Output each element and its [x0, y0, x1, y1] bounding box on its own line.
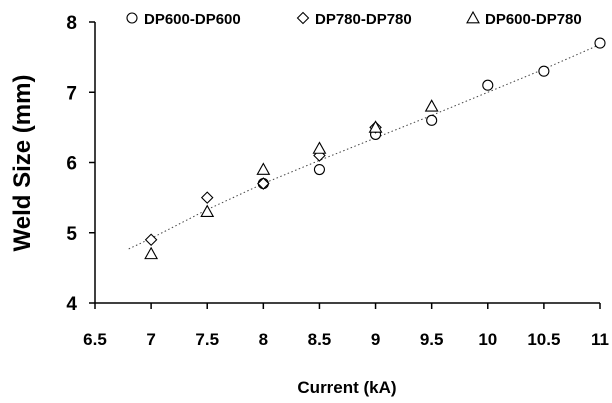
legend-label: DP600-DP600 — [144, 11, 241, 28]
legend-label: DP780-DP780 — [315, 11, 412, 28]
data-point-diamond — [200, 191, 214, 204]
y-tick-label: 4 — [66, 294, 77, 315]
x-tick-label: 8 — [259, 330, 268, 349]
data-point-diamond — [257, 177, 270, 190]
data-point-triangle — [368, 120, 383, 133]
data-point-triangle — [200, 204, 215, 218]
data-point-circle — [426, 114, 438, 126]
data-point-triangle — [256, 162, 271, 175]
data-point-triangle — [312, 141, 327, 154]
x-tick-label: 7.5 — [195, 330, 219, 349]
data-points — [144, 37, 606, 260]
x-tick-label: 10 — [478, 330, 497, 349]
x-axis-label: Current (kA) — [297, 378, 396, 397]
data-point-triangle — [144, 246, 159, 260]
axes — [94, 22, 600, 304]
data-point-circle — [538, 65, 550, 77]
legend-marker-circle — [126, 12, 138, 24]
y-tick-label: 6 — [66, 154, 77, 175]
legend-label: DP600-DP780 — [485, 11, 582, 28]
x-tick-label: 9.5 — [420, 330, 444, 349]
x-tick-label: 11 — [591, 330, 609, 349]
legend-marker-diamond — [296, 11, 310, 25]
data-point-diamond — [144, 233, 158, 247]
legend-marker-triangle — [466, 10, 480, 24]
y-axis-label: Weld Size (mm) — [9, 75, 36, 252]
data-point-circle — [594, 37, 606, 49]
x-tick-label: 9 — [371, 330, 380, 349]
data-point-triangle — [424, 99, 439, 112]
x-tick-label: 8.5 — [308, 330, 332, 349]
x-tick-label: 6.5 — [83, 330, 107, 349]
legend: DP600-DP600 DP780-DP780 DP600-DP780 — [126, 10, 582, 28]
trendline — [128, 44, 601, 250]
y-tick-label: 7 — [66, 83, 77, 104]
x-tick-label: 7 — [146, 330, 155, 349]
y-tick-label: 5 — [66, 224, 77, 245]
data-point-circle — [482, 79, 494, 91]
axis-ticks: 6.5 7 7.5 8 8.5 9 9.5 10 10.5 11 4 5 6 7 8 — [66, 13, 609, 349]
y-tick-label: 8 — [66, 13, 77, 34]
trendline-path — [128, 44, 601, 250]
data-point-circle — [313, 163, 325, 176]
x-tick-label: 10.5 — [527, 330, 560, 349]
